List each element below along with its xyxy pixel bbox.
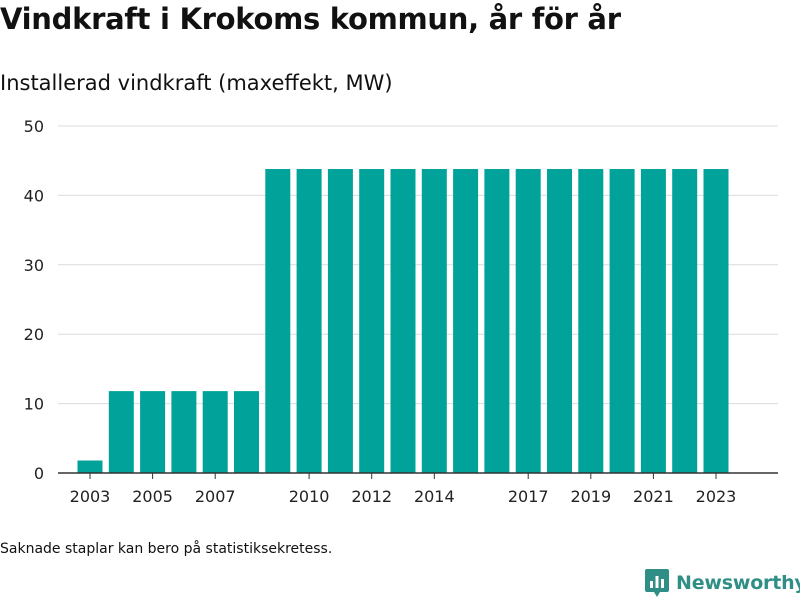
bar-2010 <box>296 169 322 473</box>
bar-2004 <box>108 391 134 473</box>
grid-lines <box>58 125 778 405</box>
x-tick-label: 2014 <box>414 487 455 506</box>
y-tick-labels: 0 10 20 30 40 50 <box>24 117 44 483</box>
x-tick-label: 2005 <box>132 487 173 506</box>
x-tick-label: 2010 <box>289 487 330 506</box>
y-tick-label: 0 <box>34 464 44 483</box>
x-tick-label: 2021 <box>633 487 674 506</box>
bar-2023 <box>703 169 729 473</box>
y-tick-label: 20 <box>24 325 44 344</box>
bar-chart: 0 10 20 30 40 50 2003 2005 2007 2010 2012 2014 2017… <box>24 117 778 506</box>
x-tick-label: 2003 <box>70 487 111 506</box>
x-tick-label: 2007 <box>195 487 236 506</box>
bar-2007 <box>202 391 228 473</box>
bar-2020 <box>609 169 635 473</box>
x-tick-label: 2017 <box>508 487 549 506</box>
chart-title: Vindkraft i Krokoms kommun, år för år <box>0 2 621 36</box>
bar-2003 <box>77 460 103 473</box>
y-tick-label: 30 <box>24 256 44 275</box>
bar-2017 <box>515 169 541 473</box>
bar-2014 <box>421 169 447 473</box>
bar-2021 <box>640 169 666 473</box>
x-tick-labels: 2003 2005 2007 2010 2012 2014 2017 2019 2021 2023 <box>70 473 737 506</box>
y-tick-label: 40 <box>24 186 44 205</box>
brand-name: Newsworthy <box>676 572 800 594</box>
y-tick-label: 50 <box>24 117 44 136</box>
bar-2015 <box>453 169 479 473</box>
bar-2012 <box>359 169 385 473</box>
x-tick-label: 2023 <box>696 487 737 506</box>
bars <box>77 169 729 473</box>
bar-2008 <box>234 391 259 473</box>
brand-logo: Newsworthy <box>644 568 800 598</box>
x-tick-label: 2019 <box>570 487 611 506</box>
footnote: Saknade staplar kan bero på statistiksek… <box>0 541 333 557</box>
bar-2019 <box>578 169 604 473</box>
chart-subtitle: Installerad vindkraft (maxeffekt, MW) <box>0 71 393 95</box>
bar-2006 <box>171 391 197 473</box>
bar-2011 <box>327 169 353 473</box>
bar-chart-logo-icon <box>645 569 669 597</box>
bar-2022 <box>672 169 698 473</box>
bar-2009 <box>265 169 291 473</box>
bar-2013 <box>390 169 416 473</box>
bar-2016 <box>484 169 510 473</box>
bar-2005 <box>140 391 166 473</box>
bar-2018 <box>547 169 572 473</box>
y-tick-label: 10 <box>24 395 44 414</box>
x-tick-label: 2012 <box>351 487 392 506</box>
